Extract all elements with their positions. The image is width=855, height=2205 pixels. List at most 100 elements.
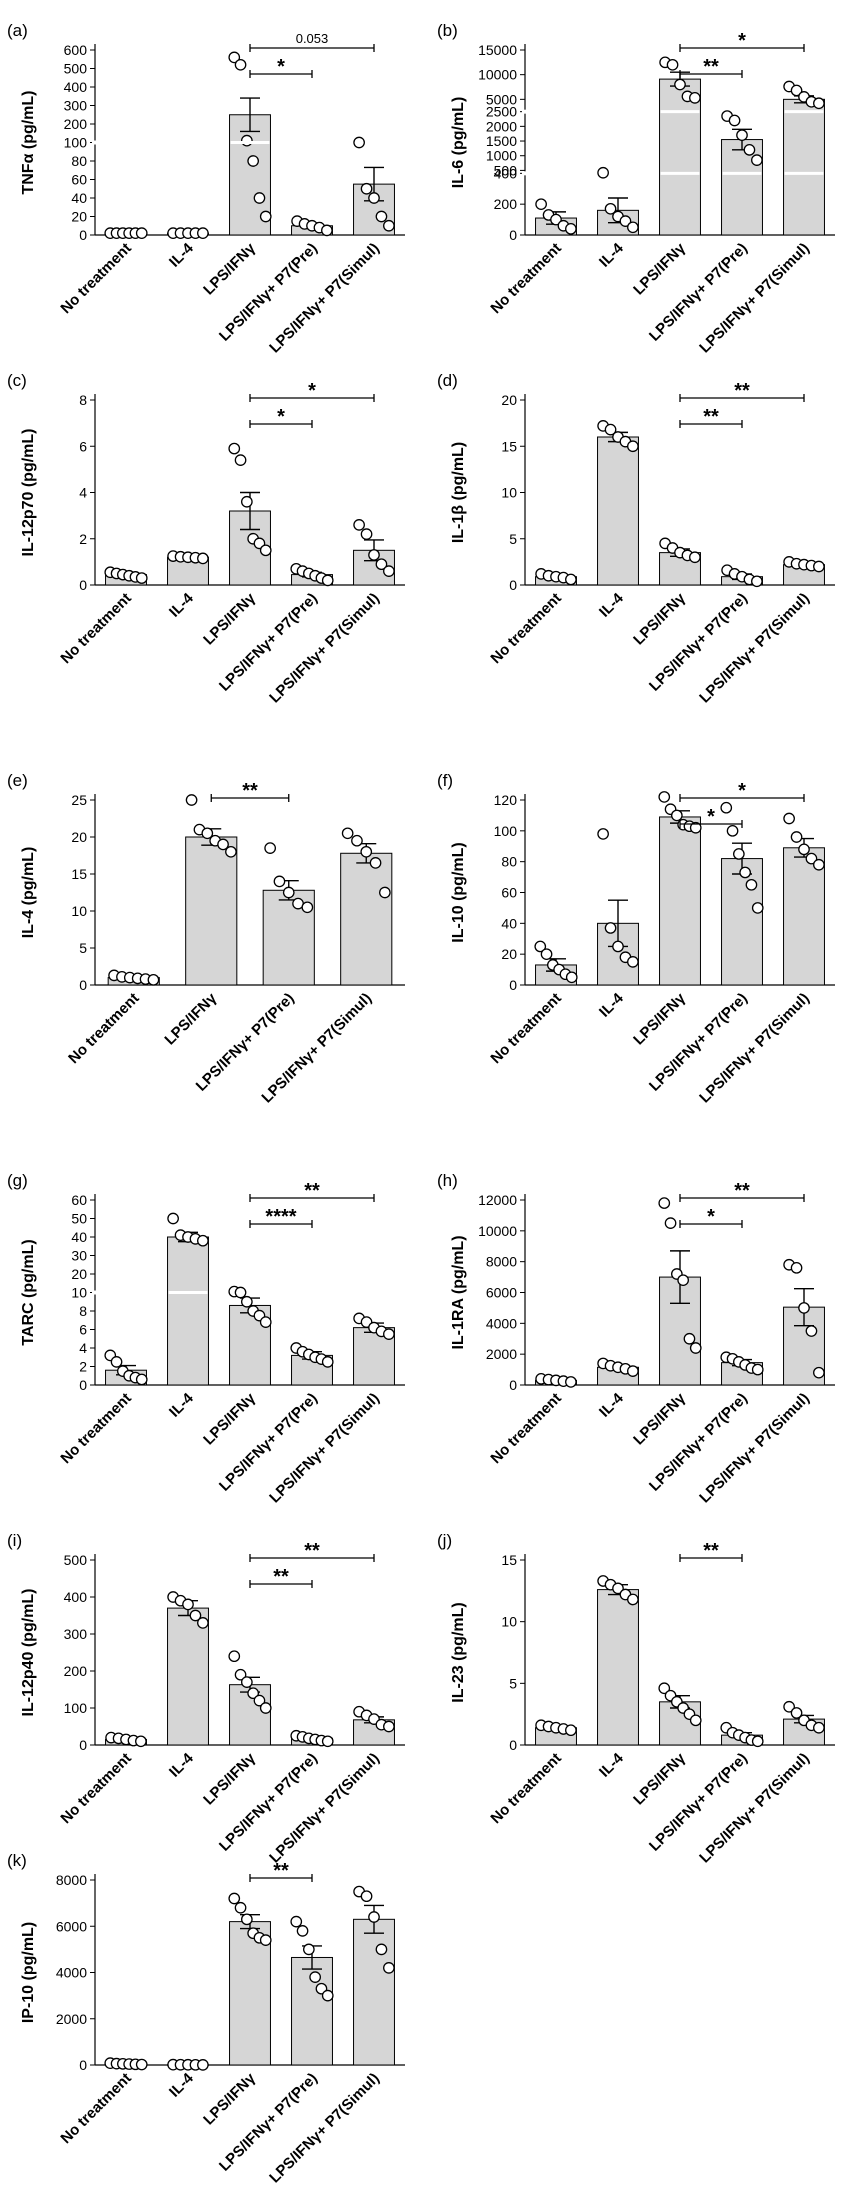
data-point (658, 1682, 671, 1695)
data-point (813, 97, 825, 110)
x-tick-label: LPS/IFNγ (161, 989, 220, 1048)
significance-label: ** (734, 1180, 750, 1202)
y-tick-label: 6 (79, 438, 87, 454)
data-point (677, 1274, 689, 1287)
data-point (253, 192, 266, 204)
y-tick-label: 50 (71, 1211, 87, 1227)
data-point (790, 831, 803, 843)
bar (721, 858, 763, 986)
x-tick-label: LPS/IFNγ (630, 589, 689, 648)
bar (340, 852, 393, 986)
data-point (368, 192, 380, 204)
x-tick-label: LPS/IFNγ+ P7(Simul) (266, 1750, 383, 1867)
y-tick-label: 600 (64, 42, 88, 58)
data-point (197, 1617, 209, 1629)
x-tick-label: LPS/IFNγ (630, 239, 689, 298)
y-tick-label: 300 (64, 1626, 88, 1642)
data-point (627, 440, 639, 453)
data-point (813, 1366, 825, 1379)
significance-label: ** (273, 1566, 289, 1588)
y-tick-label: 20 (71, 1266, 87, 1282)
y-tick-label: 120 (494, 792, 518, 808)
data-point (565, 1376, 577, 1388)
x-tick-label: LPS/IFNγ (200, 589, 259, 648)
data-point (733, 848, 745, 860)
significance-label: ** (734, 380, 750, 402)
y-tick-label: 0 (509, 977, 517, 993)
y-tick-label: 100 (494, 823, 518, 839)
data-point (241, 1295, 253, 1308)
y-tick-label: 8 (79, 1303, 87, 1319)
data-point (135, 2058, 148, 2071)
y-tick-label: 80 (71, 153, 87, 169)
x-tick-label: LPS/IFNγ (630, 1749, 689, 1808)
data-point (783, 1700, 795, 1713)
data-point (247, 1687, 259, 1700)
x-tick-label: IL-4 (166, 1389, 197, 1420)
data-point (664, 1217, 677, 1229)
significance-label: * (277, 406, 285, 428)
data-point (185, 794, 198, 806)
data-point (565, 1724, 577, 1737)
data-point (228, 1650, 241, 1663)
data-point (604, 423, 617, 436)
panel-letter: (k) (7, 1851, 27, 1870)
y-tick-label: 15 (501, 1552, 517, 1568)
y-tick-label: 10 (71, 1285, 87, 1301)
panel-k: (k) IP-10 (pg/mL) 0 2000 4000 6000 8000 No trea… (7, 1851, 405, 2186)
data-point (813, 560, 825, 573)
data-point (321, 224, 333, 237)
y-tick-label: 100 (64, 1700, 88, 1716)
data-point (135, 227, 148, 239)
x-tick-label: IL-4 (596, 1389, 627, 1420)
data-point (368, 1911, 380, 1923)
y-tick-label: 20 (71, 209, 87, 225)
significance-label: ** (703, 1540, 719, 1562)
panel-letter: (e) (7, 771, 28, 790)
bar (597, 436, 639, 586)
significance-label: **** (265, 1206, 296, 1228)
data-point (368, 549, 380, 561)
data-point (751, 1363, 764, 1376)
significance-label: * (277, 56, 285, 78)
data-point (375, 558, 388, 571)
x-tick-label: LPS/IFNγ+ P7(Simul) (696, 990, 813, 1107)
y-axis-label: IP-10 (pg/mL) (20, 1922, 37, 2023)
bar (353, 1918, 395, 2066)
data-point (234, 1668, 247, 1681)
data-point (369, 857, 382, 869)
panel-letter: (c) (7, 371, 27, 390)
x-tick-label: No treatment (65, 990, 142, 1067)
data-point (167, 1212, 179, 1225)
data-point (321, 1356, 334, 1368)
panel-c: (c) IL-12p70 (pg/mL) 0 2 4 6 8 No treatment IL-4… (7, 371, 405, 706)
data-point (234, 1286, 247, 1299)
y-tick-label: 6000 (486, 1285, 517, 1301)
x-tick-label: LPS/IFNγ+ P7(Simul) (696, 240, 813, 357)
data-point (135, 1373, 148, 1386)
data-point (234, 1901, 247, 1914)
data-point (353, 519, 365, 531)
data-point (805, 1325, 818, 1337)
data-point (253, 1694, 266, 1707)
data-point (790, 1707, 803, 1719)
y-tick-label: 0 (79, 977, 87, 993)
data-point (259, 210, 272, 223)
data-point (353, 136, 365, 149)
x-tick-label: IL-4 (166, 589, 197, 620)
y-tick-label: 8000 (56, 1872, 87, 1888)
y-tick-label: 8 (79, 392, 87, 408)
significance-label: * (707, 806, 715, 828)
y-axis-label: IL-23 (pg/mL) (450, 1602, 467, 1702)
data-point (689, 92, 701, 104)
x-tick-label: LPS/IFNγ (630, 1389, 689, 1448)
y-tick-label: 200 (64, 1663, 88, 1679)
y-tick-label: 10000 (478, 1223, 517, 1239)
data-point (228, 1892, 241, 1905)
data-point (689, 1714, 702, 1727)
data-point (147, 973, 160, 986)
panel-letter: (j) (437, 1531, 452, 1550)
data-point (550, 213, 562, 226)
data-point (604, 922, 617, 934)
